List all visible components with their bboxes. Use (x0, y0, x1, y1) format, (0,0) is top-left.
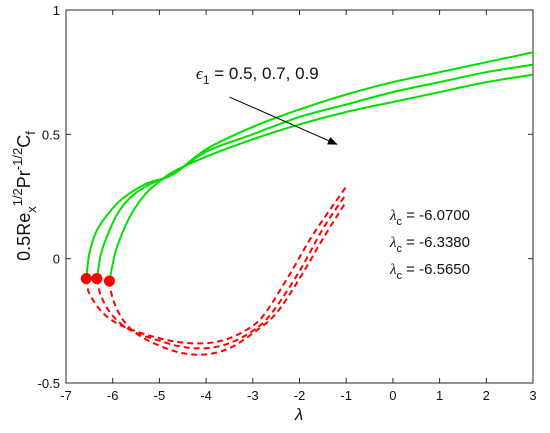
critical-label-subscript: c (397, 243, 403, 255)
x-tick-label: 0 (389, 388, 396, 403)
y-label-part: Pr (14, 170, 34, 188)
critical-labels: λc = -6.0700 λc = -6.3380 λc = -6.5650 (389, 207, 470, 282)
critical-label: λc = -6.0700 (389, 207, 470, 228)
critical-label-subscript: c (397, 270, 403, 282)
x-tick-label: -3 (247, 388, 259, 403)
x-tick-label: -7 (60, 388, 72, 403)
lower-branch-line (108, 200, 348, 356)
y-tick-label: -0.5 (38, 376, 60, 391)
critical-label-text: = -6.3380 (402, 234, 470, 251)
x-tick-label: -1 (340, 388, 352, 403)
x-tick-label: 2 (483, 388, 490, 403)
y-tick-label: 0.5 (42, 127, 60, 142)
x-tick-label: -6 (107, 388, 119, 403)
y-label-part: -1/2 (10, 148, 25, 170)
y-label-part: x (24, 206, 39, 213)
critical-label-symbol: λ (389, 262, 397, 278)
critical-label: λc = -6.5650 (389, 261, 470, 282)
critical-label: λc = -6.3380 (389, 234, 470, 255)
upper-branch-line (95, 63, 534, 279)
series-layer (85, 51, 534, 356)
annotation-symbol: ϵ (196, 64, 204, 83)
x-tick-label: 1 (436, 388, 443, 403)
x-tick-label: 3 (529, 388, 536, 403)
annotation-epsilon: ϵ1 = 0.5, 0.7, 0.9 (196, 64, 319, 87)
y-tick-label: 0 (53, 252, 60, 267)
annotation-arrow (229, 96, 338, 145)
critical-label-subscript: c (397, 216, 403, 228)
y-axis-label: 0.5Rex1/2Pr-1/2Cf (10, 131, 39, 261)
critical-point-marker (103, 275, 115, 287)
lower-branch-line (95, 193, 348, 350)
lower-branch-line (85, 186, 348, 345)
y-label-part: f (23, 131, 38, 135)
ticks-layer: -7 -6 -5 -4 -3 -2 -1 0 1 2 3 -0.5 0 0.5 1 (38, 3, 537, 403)
critical-label-text: = -6.5650 (402, 261, 470, 278)
annotation-subscript: 1 (203, 73, 210, 87)
upper-branch-line (85, 51, 534, 279)
y-label-part: C (14, 135, 34, 148)
critical-point-marker (80, 273, 92, 285)
y-axis-label-text: 0.5Rex1/2Pr-1/2Cf (10, 131, 39, 261)
x-axis-label: λ (294, 405, 303, 424)
y-label-part: 0.5Re (14, 213, 34, 261)
critical-label-text: = -6.0700 (402, 207, 470, 224)
critical-label-symbol: λ (389, 208, 397, 224)
critical-point-marker (91, 273, 103, 285)
x-tick-label: -4 (200, 388, 212, 403)
x-tick-label: -5 (154, 388, 166, 403)
y-label-part: 1/2 (10, 188, 25, 206)
critical-label-symbol: λ (389, 235, 397, 251)
upper-branch-line (108, 73, 534, 282)
annotation-text: = 0.5, 0.7, 0.9 (210, 64, 319, 83)
y-tick-label: 1 (53, 3, 60, 18)
marker-layer (80, 273, 115, 287)
x-tick-label: -2 (294, 388, 306, 403)
